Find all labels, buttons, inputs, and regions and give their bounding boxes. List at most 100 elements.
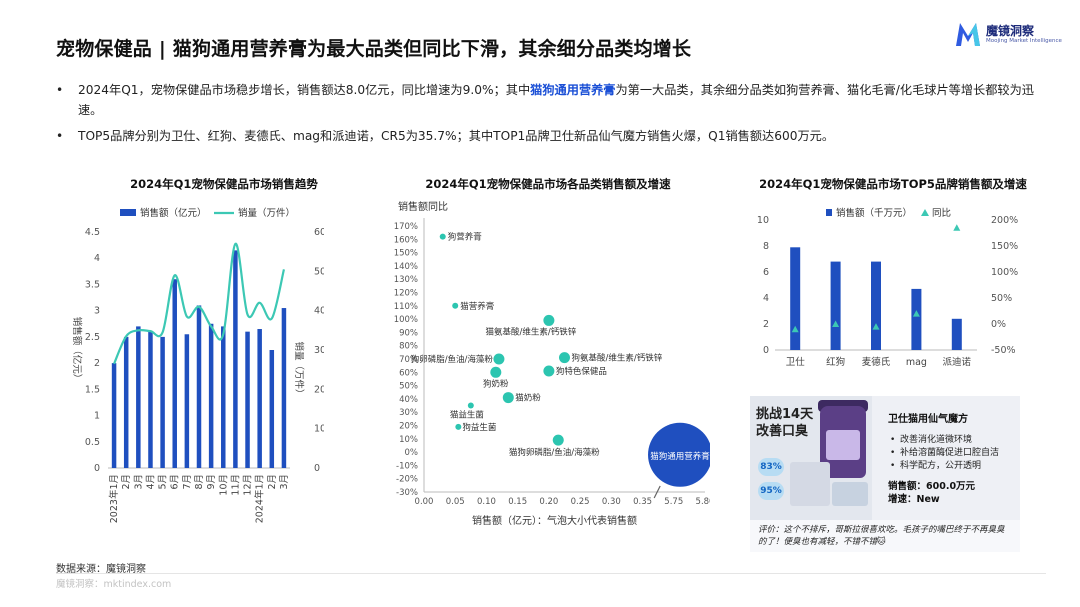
brand-x-tick: 红狗	[826, 356, 845, 368]
bubble-x-tick: 0.35	[633, 497, 652, 507]
brand-y-left-tick: 10	[757, 215, 769, 226]
bubble-label: 猫奶粉	[515, 393, 541, 404]
y-left-tick: 2.5	[85, 332, 100, 343]
brand-y-left-tick: 4	[763, 293, 769, 304]
x-tick-label: 10月	[218, 474, 229, 496]
x-tick-label: 2月	[267, 474, 278, 490]
trend-bar	[148, 331, 153, 468]
brand-growth-marker	[912, 310, 920, 317]
bubble-point	[559, 352, 570, 364]
bubble-label: 猫氨基酸/维生素/钙铁锌	[486, 326, 577, 337]
brand-y-left-tick: 2	[763, 319, 769, 330]
bubble-chart-title: 2024年Q1宠物保健品市场各品类销售额及增速	[425, 177, 671, 191]
bubble-x-tick: 0.15	[508, 497, 527, 507]
bubble-y-tick: 40%	[399, 395, 418, 405]
bubble-label: 狗氨基酸/维生素/钙铁锌	[572, 353, 663, 364]
y-right-tick: 0	[314, 463, 320, 474]
brand-chart-title: 2024年Q1宠物保健品市场TOP5品牌销售额及增速	[759, 177, 1027, 191]
y-left-tick: 3.5	[85, 279, 100, 290]
legend-bar-swatch	[120, 209, 136, 216]
watermark: 魔镜洞察：mktindex.com	[56, 579, 172, 590]
brand-bar	[871, 261, 881, 350]
product-name: 卫仕猫用仙气魔方	[888, 414, 968, 425]
bubble-chart: 销售额同比 -30% -20% -10% 0% 10% 20% 30% 40% 50% 60% 70%…	[394, 200, 710, 527]
brand-y-right-tick: 150%	[991, 241, 1018, 252]
product-growth-value: 增速：New	[888, 494, 940, 505]
y-left-tick: 0	[94, 463, 100, 474]
x-tick-label: 8月	[194, 474, 205, 490]
bubble-y-tick: -20%	[396, 475, 418, 485]
y-left-tick: 1.5	[85, 384, 100, 395]
feature-dot-icon: •	[890, 435, 896, 445]
y-left-tick: 1	[94, 411, 100, 422]
x-tick-label: 4月	[145, 474, 156, 490]
bubble-label: 猫益生菌	[450, 410, 484, 421]
legend-bar-label: 销售额（千万元）	[836, 207, 912, 219]
legend-marker-swatch	[921, 209, 929, 216]
brand-bar	[790, 247, 801, 350]
bubble-label: 猫营养膏	[460, 301, 494, 312]
trend-line	[113, 242, 286, 365]
bullet-1-highlight: 猫狗通用营养膏	[530, 83, 616, 97]
y-right-tick: 400	[314, 306, 324, 317]
feature-dot-icon: •	[890, 448, 896, 458]
trend-bar	[196, 305, 202, 468]
feature-dot-icon: •	[890, 461, 896, 471]
brand-chart: 销售额（千万元） 同比 0 2 4 6 8 10 -50% 0% 50% 100% 150% 200% 卫仕…	[757, 207, 1018, 368]
y-left-tick: 4	[94, 253, 100, 264]
bubble-y-tick: 160%	[394, 235, 418, 245]
bullet-2-text: TOP5品牌分别为卫仕、红狗、麦德氏、mag和派迪诺，CR5为35.7%；其中T…	[78, 129, 835, 143]
x-tick-label: 2月	[121, 474, 132, 490]
brand-bar	[951, 318, 962, 350]
summary-bullets: • 2024年Q1，宠物保健品市场稳步增长，销售额达8.0亿元，同比增速为9.0…	[56, 80, 1036, 152]
y-right-tick: 500	[314, 266, 324, 277]
trend-bar	[184, 334, 190, 468]
legend-line-label: 销量（万件）	[238, 207, 295, 219]
bubble-y-label: 销售额同比	[398, 200, 448, 213]
brand-y-right-tick: -50%	[991, 345, 1016, 356]
bubble-y-tick: 150%	[394, 249, 418, 259]
trend-bar	[221, 326, 226, 468]
badge-83: 83%	[758, 458, 784, 476]
trend-bar	[269, 350, 275, 468]
brand-y-left-tick: 6	[763, 267, 769, 278]
y-right-label: 销量（万件）	[293, 341, 305, 398]
brand-y-right-tick: 100%	[991, 267, 1018, 278]
bubble-x-tick: 0.30	[602, 497, 621, 507]
bubble-y-tick: 10%	[399, 435, 418, 445]
bubble-label: 猫狗卵磷脂/鱼油/海藻粉	[509, 447, 600, 458]
bubble-x-tick: 0.10	[477, 497, 496, 507]
bubble-label: 狗奶粉	[483, 378, 509, 389]
bubble-point	[502, 392, 514, 404]
bubble-point	[648, 422, 710, 487]
bubble-x-tick: 0.00	[415, 497, 434, 507]
x-tick-label: 5月	[158, 474, 169, 490]
brand-logo: 魔镜洞察 Moojing Market Intelligence	[954, 20, 1062, 50]
product-feature: • 科学配方，公开透明	[890, 461, 982, 471]
bubble-point	[543, 314, 555, 326]
trend-bar	[208, 323, 214, 468]
bubble-point	[552, 434, 564, 446]
bubble-label: 狗特色保健品	[556, 366, 607, 377]
bullet-2: • TOP5品牌分别为卫仕、红狗、麦德氏、mag和派迪诺，CR5为35.7%；其…	[56, 126, 1036, 146]
bubble-y-tick: 30%	[399, 408, 418, 418]
bubble-label: 猫狗通用营养膏	[650, 451, 710, 462]
trend-bar	[233, 250, 238, 468]
bubble-y-tick: -10%	[396, 461, 418, 471]
trend-bar	[257, 329, 262, 468]
trend-bar	[160, 336, 165, 468]
bullet-1: • 2024年Q1，宠物保健品市场稳步增长，销售额达8.0亿元，同比增速为9.0…	[56, 80, 1036, 120]
bullet-1-pre: 2024年Q1，宠物保健品市场稳步增长，销售额达8.0亿元，同比增速为9.0%；…	[78, 83, 531, 97]
x-tick-label: 6月	[170, 474, 181, 490]
bubble-x-tick: 0.05	[446, 497, 465, 507]
product-sales: 销售额：600.0万元 增速：New	[888, 480, 975, 506]
bullet-1-post: 为第一大品类，其余细分品类如狗营养膏、猫化毛膏/化毛球片等增长都较为迅速。	[78, 83, 1034, 117]
brand-x-tick: 麦德氏	[862, 356, 891, 368]
y-left-tick: 3	[94, 306, 100, 317]
y-right-tick: 600	[314, 227, 324, 238]
bubble-x-tick: 0.20	[539, 497, 558, 507]
y-right-tick: 200	[314, 384, 324, 395]
bubble-y-tick: 80%	[399, 342, 418, 352]
brand-y-left-tick: 8	[763, 241, 769, 252]
bubble-y-tick: 170%	[394, 222, 418, 232]
